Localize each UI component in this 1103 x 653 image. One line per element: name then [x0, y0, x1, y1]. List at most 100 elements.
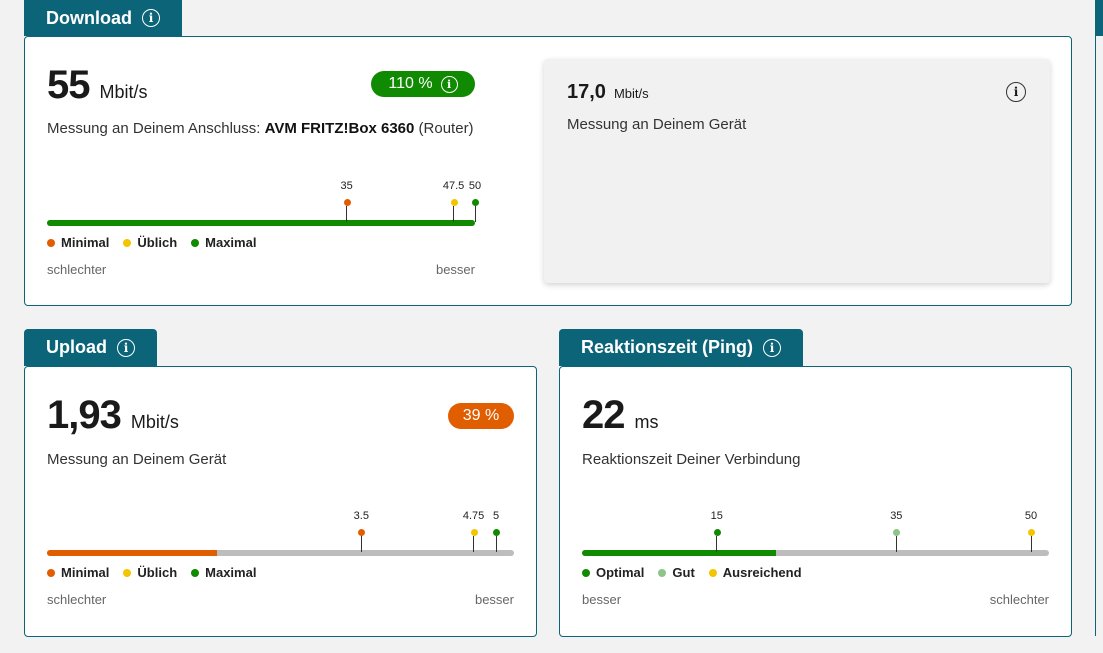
- ping-legend-item: Optimal: [582, 565, 644, 580]
- download-legend-dot: [47, 238, 55, 247]
- download-info-icon[interactable]: i: [142, 9, 160, 27]
- download-bar-fill: [47, 220, 475, 226]
- upload-bar: [47, 550, 514, 556]
- upload-legend-item: Minimal: [47, 565, 109, 580]
- ping-legend-label: Optimal: [596, 565, 645, 580]
- download-desc-prefix: Messung an Deinem Anschluss:: [47, 120, 265, 137]
- upload-badge-text: 39 %: [462, 407, 500, 424]
- download-marker-dot: [450, 199, 458, 206]
- download-legend-item: Maximal: [191, 235, 256, 250]
- ping-marker-tick: [895, 536, 897, 552]
- download-legend-label: Üblich: [137, 235, 178, 250]
- upload-percent-badge: 39 %: [448, 403, 514, 429]
- ping-legend-label: Ausreichend: [722, 565, 802, 580]
- device-value-group: 17,0 Mbit/s: [567, 81, 649, 104]
- download-desc-suffix: (Router): [414, 120, 474, 137]
- ping-value: 22: [582, 393, 625, 437]
- ping-marker-label: 50: [1024, 510, 1038, 522]
- device-value: 17,0: [567, 81, 606, 103]
- ping-legend: Optimal Gut Ausreichend: [582, 565, 802, 580]
- upload-tab: Upload i: [24, 329, 157, 366]
- upload-legend-dot: [47, 568, 55, 577]
- upload-title: Upload: [46, 337, 107, 357]
- download-legend-item: Minimal: [47, 235, 109, 250]
- ping-description: Reaktionszeit Deiner Verbindung: [582, 451, 801, 468]
- download-description: Messung an Deinem Anschluss: AVM FRITZ!B…: [47, 120, 474, 137]
- ping-info-icon[interactable]: i: [763, 338, 782, 357]
- upload-info-icon[interactable]: i: [117, 338, 135, 357]
- ping-marker-tick: [1030, 536, 1032, 552]
- download-unit: Mbit/s: [99, 82, 148, 102]
- upload-marker-tick: [360, 536, 362, 552]
- partial-card-right-tab: [1096, 0, 1103, 36]
- download-right-end: besser: [435, 262, 475, 277]
- upload-legend-label: Minimal: [61, 565, 110, 580]
- download-badge-text: 110 %: [388, 75, 433, 92]
- ping-unit: ms: [634, 412, 659, 432]
- ping-ends: besser schlechter: [582, 592, 1049, 607]
- download-marker-dot: [343, 199, 351, 206]
- ping-marker-tick: [716, 536, 718, 552]
- upload-legend-item: Üblich: [123, 565, 177, 580]
- ping-card: 22 ms Reaktionszeit Deiner Verbindung Op…: [559, 366, 1072, 637]
- upload-unit: Mbit/s: [130, 412, 179, 432]
- device-info-icon[interactable]: i: [1006, 82, 1026, 102]
- upload-marker-dot: [493, 529, 501, 536]
- download-marker-label: 47.5: [442, 180, 465, 192]
- ping-bar: [582, 550, 1049, 556]
- ping-marker-label: 35: [890, 510, 903, 522]
- download-legend-label: Minimal: [61, 235, 110, 250]
- upload-marker-label: 3.5: [353, 510, 369, 522]
- ping-bar-fill: [582, 550, 776, 556]
- download-marker-label: 35: [340, 180, 353, 192]
- upload-marker-tick: [473, 536, 475, 552]
- download-scale: Minimal Üblich Maximal schlechter besser 3…: [47, 180, 481, 277]
- upload-marker-dot: [470, 529, 478, 536]
- download-marker-tick: [474, 206, 476, 222]
- ping-marker-dot: [713, 529, 721, 536]
- download-legend-label: Maximal: [205, 235, 257, 250]
- ping-title: Reaktionszeit (Ping): [581, 337, 754, 357]
- download-badge-info-icon[interactable]: i: [440, 75, 458, 93]
- ping-scale: Optimal Gut Ausreichend besser schlechter …: [582, 510, 1049, 607]
- ping-tab: Reaktionszeit (Ping) i: [559, 329, 804, 366]
- ping-marker-dot: [893, 529, 901, 536]
- upload-legend: Minimal Üblich Maximal: [47, 565, 256, 580]
- download-desc-device: AVM FRITZ!Box 6360: [264, 120, 415, 137]
- ping-right-end: schlechter: [989, 592, 1049, 607]
- ping-legend-dot: [582, 568, 590, 577]
- download-marker-label: 50: [468, 180, 482, 192]
- ping-marker-dot: [1028, 529, 1036, 536]
- download-legend-dot: [191, 238, 200, 247]
- upload-ends: schlechter besser: [47, 592, 514, 607]
- ping-legend-dot: [658, 568, 667, 577]
- upload-left-end: schlechter: [47, 592, 107, 607]
- download-value-group: 55 Mbit/s: [47, 63, 148, 108]
- download-ends: schlechter besser: [47, 262, 475, 277]
- download-left-end: schlechter: [47, 262, 107, 277]
- upload-card: 1,93 Mbit/s 39 % Messung an Deinem Gerät…: [24, 366, 537, 637]
- upload-legend-dot: [191, 568, 200, 577]
- device-description: Messung an Deinem Gerät: [567, 116, 747, 133]
- partial-card-right: [1095, 0, 1103, 636]
- download-title: Download: [46, 7, 132, 28]
- device-measure-panel: 17,0 Mbit/s i Messung an Deinem Gerät: [544, 59, 1050, 283]
- upload-marker-tick: [495, 536, 497, 552]
- ping-left-end: besser: [582, 592, 622, 607]
- ping-legend-item: Ausreichend: [708, 565, 802, 580]
- download-value: 55: [47, 63, 90, 107]
- upload-description: Messung an Deinem Gerät: [47, 451, 227, 468]
- upload-marker-dot: [358, 529, 366, 536]
- download-card: 55 Mbit/s 110 % i Messung an Deinem Ansc…: [24, 36, 1072, 306]
- ping-legend-dot: [708, 568, 717, 577]
- upload-marker-label: 5: [492, 510, 500, 522]
- download-legend-dot: [123, 238, 132, 247]
- upload-legend-label: Üblich: [137, 565, 178, 580]
- upload-legend-item: Maximal: [191, 565, 256, 580]
- upload-scale: Minimal Üblich Maximal schlechter besser 3…: [47, 510, 514, 607]
- ping-value-group: 22 ms: [582, 393, 659, 438]
- upload-value-group: 1,93 Mbit/s: [47, 393, 179, 438]
- download-legend-item: Üblich: [123, 235, 177, 250]
- upload-marker-label: 4.75: [462, 510, 485, 522]
- upload-value: 1,93: [47, 393, 122, 437]
